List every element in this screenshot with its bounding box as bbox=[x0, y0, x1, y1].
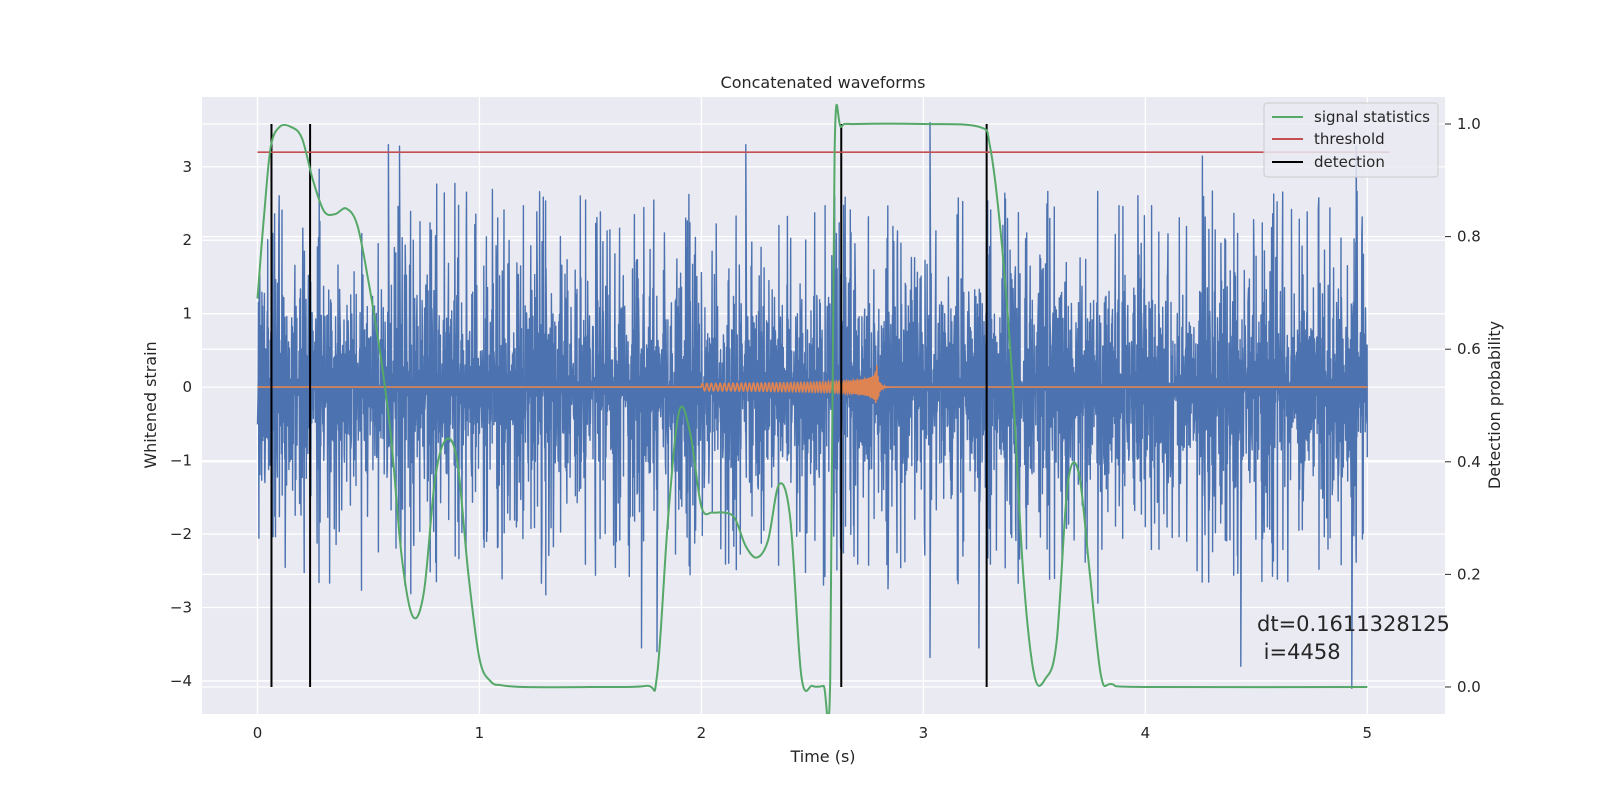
template-series-line bbox=[257, 365, 1368, 404]
legend: signal statistics threshold detection bbox=[1263, 102, 1439, 178]
y-ticks-right: 0.0 0.2 0.4 0.6 0.8 1.0 bbox=[1445, 115, 1481, 696]
y-tick-label: −3 bbox=[170, 598, 192, 616]
y-tick-label: 0 bbox=[182, 378, 192, 396]
signal-statistics-line bbox=[256, 103, 1368, 714]
y-axis-right-label: Detection probability bbox=[1485, 321, 1504, 489]
legend-box bbox=[1263, 102, 1439, 178]
y-ticks-left: −4 −3 −2 −1 0 1 2 3 bbox=[170, 158, 192, 690]
y-right-tick-label: 0.0 bbox=[1457, 678, 1481, 696]
x-axis-label: Time (s) bbox=[789, 747, 855, 766]
y-tick-label: −4 bbox=[170, 672, 192, 690]
y-tick-label: 2 bbox=[182, 231, 192, 249]
x-ticks: 0 1 2 3 4 5 bbox=[253, 724, 1372, 742]
detection-lines bbox=[270, 124, 988, 687]
annotation-i: i=4458 bbox=[1257, 640, 1341, 664]
legend-label-threshold: threshold bbox=[1314, 130, 1385, 148]
x-tick-label: 0 bbox=[253, 724, 263, 742]
chart-title: Concatenated waveforms bbox=[721, 73, 926, 92]
y-tick-label: 1 bbox=[182, 305, 192, 323]
x-tick-label: 5 bbox=[1363, 724, 1373, 742]
x-tick-label: 2 bbox=[697, 724, 707, 742]
y-right-tick-label: 0.8 bbox=[1457, 228, 1481, 246]
y-tick-label: 3 bbox=[182, 158, 192, 176]
legend-label-signal-statistics: signal statistics bbox=[1314, 108, 1430, 126]
y-right-tick-label: 0.4 bbox=[1457, 453, 1481, 471]
legend-label-detection: detection bbox=[1314, 153, 1385, 171]
y-tick-label: −2 bbox=[170, 525, 192, 543]
y-tick-label: −1 bbox=[170, 452, 192, 470]
y-right-tick-label: 0.6 bbox=[1457, 340, 1481, 358]
y-axis-label: Whitened strain bbox=[141, 341, 160, 468]
x-tick-label: 1 bbox=[475, 724, 485, 742]
y-right-tick-label: 1.0 bbox=[1457, 115, 1481, 133]
x-tick-label: 4 bbox=[1141, 724, 1151, 742]
x-tick-label: 3 bbox=[919, 724, 929, 742]
annotation-dt: dt=0.1611328125 bbox=[1257, 612, 1450, 636]
y-right-tick-label: 0.2 bbox=[1457, 565, 1481, 583]
